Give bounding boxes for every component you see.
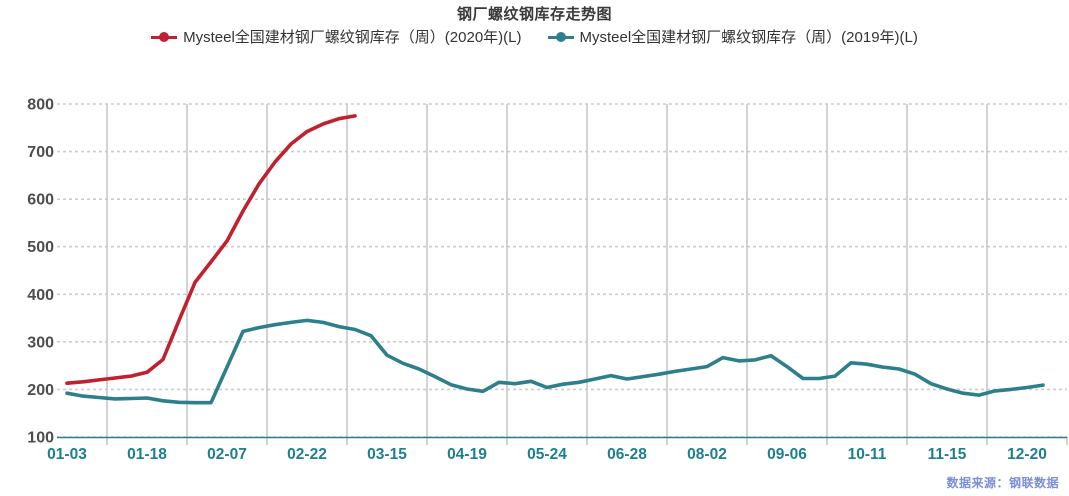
series-line-2020	[65, 114, 357, 386]
legend-item-2020[interactable]: Mysteel全国建材钢厂螺纹钢库存（周）(2020年)(L)	[151, 26, 522, 47]
legend: Mysteel全国建材钢厂螺纹钢库存（周）(2020年)(L) Mysteel全…	[0, 26, 1069, 47]
x-axis-label: 10-11	[848, 446, 887, 463]
x-axis-label: 01-03	[47, 446, 87, 463]
x-axis-label: 09-06	[767, 446, 807, 463]
legend-item-2019[interactable]: Mysteel全国建材钢厂螺纹钢库存（周）(2019年)(L)	[547, 26, 918, 47]
line-marker-icon	[547, 31, 574, 43]
x-axis-label: 04-19	[447, 446, 487, 463]
x-axis-label: 02-07	[207, 446, 247, 463]
data-source-note: 数据来源：钢联数据	[946, 476, 1059, 490]
y-axis-label: 400	[27, 287, 54, 304]
x-axis-label: 06-28	[607, 446, 647, 463]
y-axis-label: 100	[27, 430, 54, 447]
series-line-2019	[65, 318, 1045, 405]
y-axis-label: 800	[27, 97, 54, 114]
legend-label-2019: Mysteel全国建材钢厂螺纹钢库存（周）(2019年)(L)	[579, 29, 918, 46]
x-axis-label: 03-15	[367, 446, 407, 463]
y-axis-label: 500	[27, 239, 54, 256]
x-axis-label: 11-15	[928, 446, 967, 463]
line-marker-icon	[151, 31, 178, 43]
y-axis-label: 700	[27, 144, 54, 161]
x-axis-label: 12-20	[1007, 446, 1047, 463]
legend-label-2020: Mysteel全国建材钢厂螺纹钢库存（周）(2020年)(L)	[183, 29, 522, 46]
chart-title: 钢厂螺纹钢库存走势图	[456, 6, 612, 23]
y-axis-label: 200	[27, 382, 54, 399]
y-axis-label: 300	[27, 334, 54, 351]
x-axis-label: 08-02	[687, 446, 727, 463]
x-axis-label: 02-22	[287, 446, 327, 463]
x-axis-label: 05-24	[527, 446, 567, 463]
y-axis-label: 600	[27, 192, 54, 209]
x-axis-label: 01-18	[127, 446, 167, 463]
